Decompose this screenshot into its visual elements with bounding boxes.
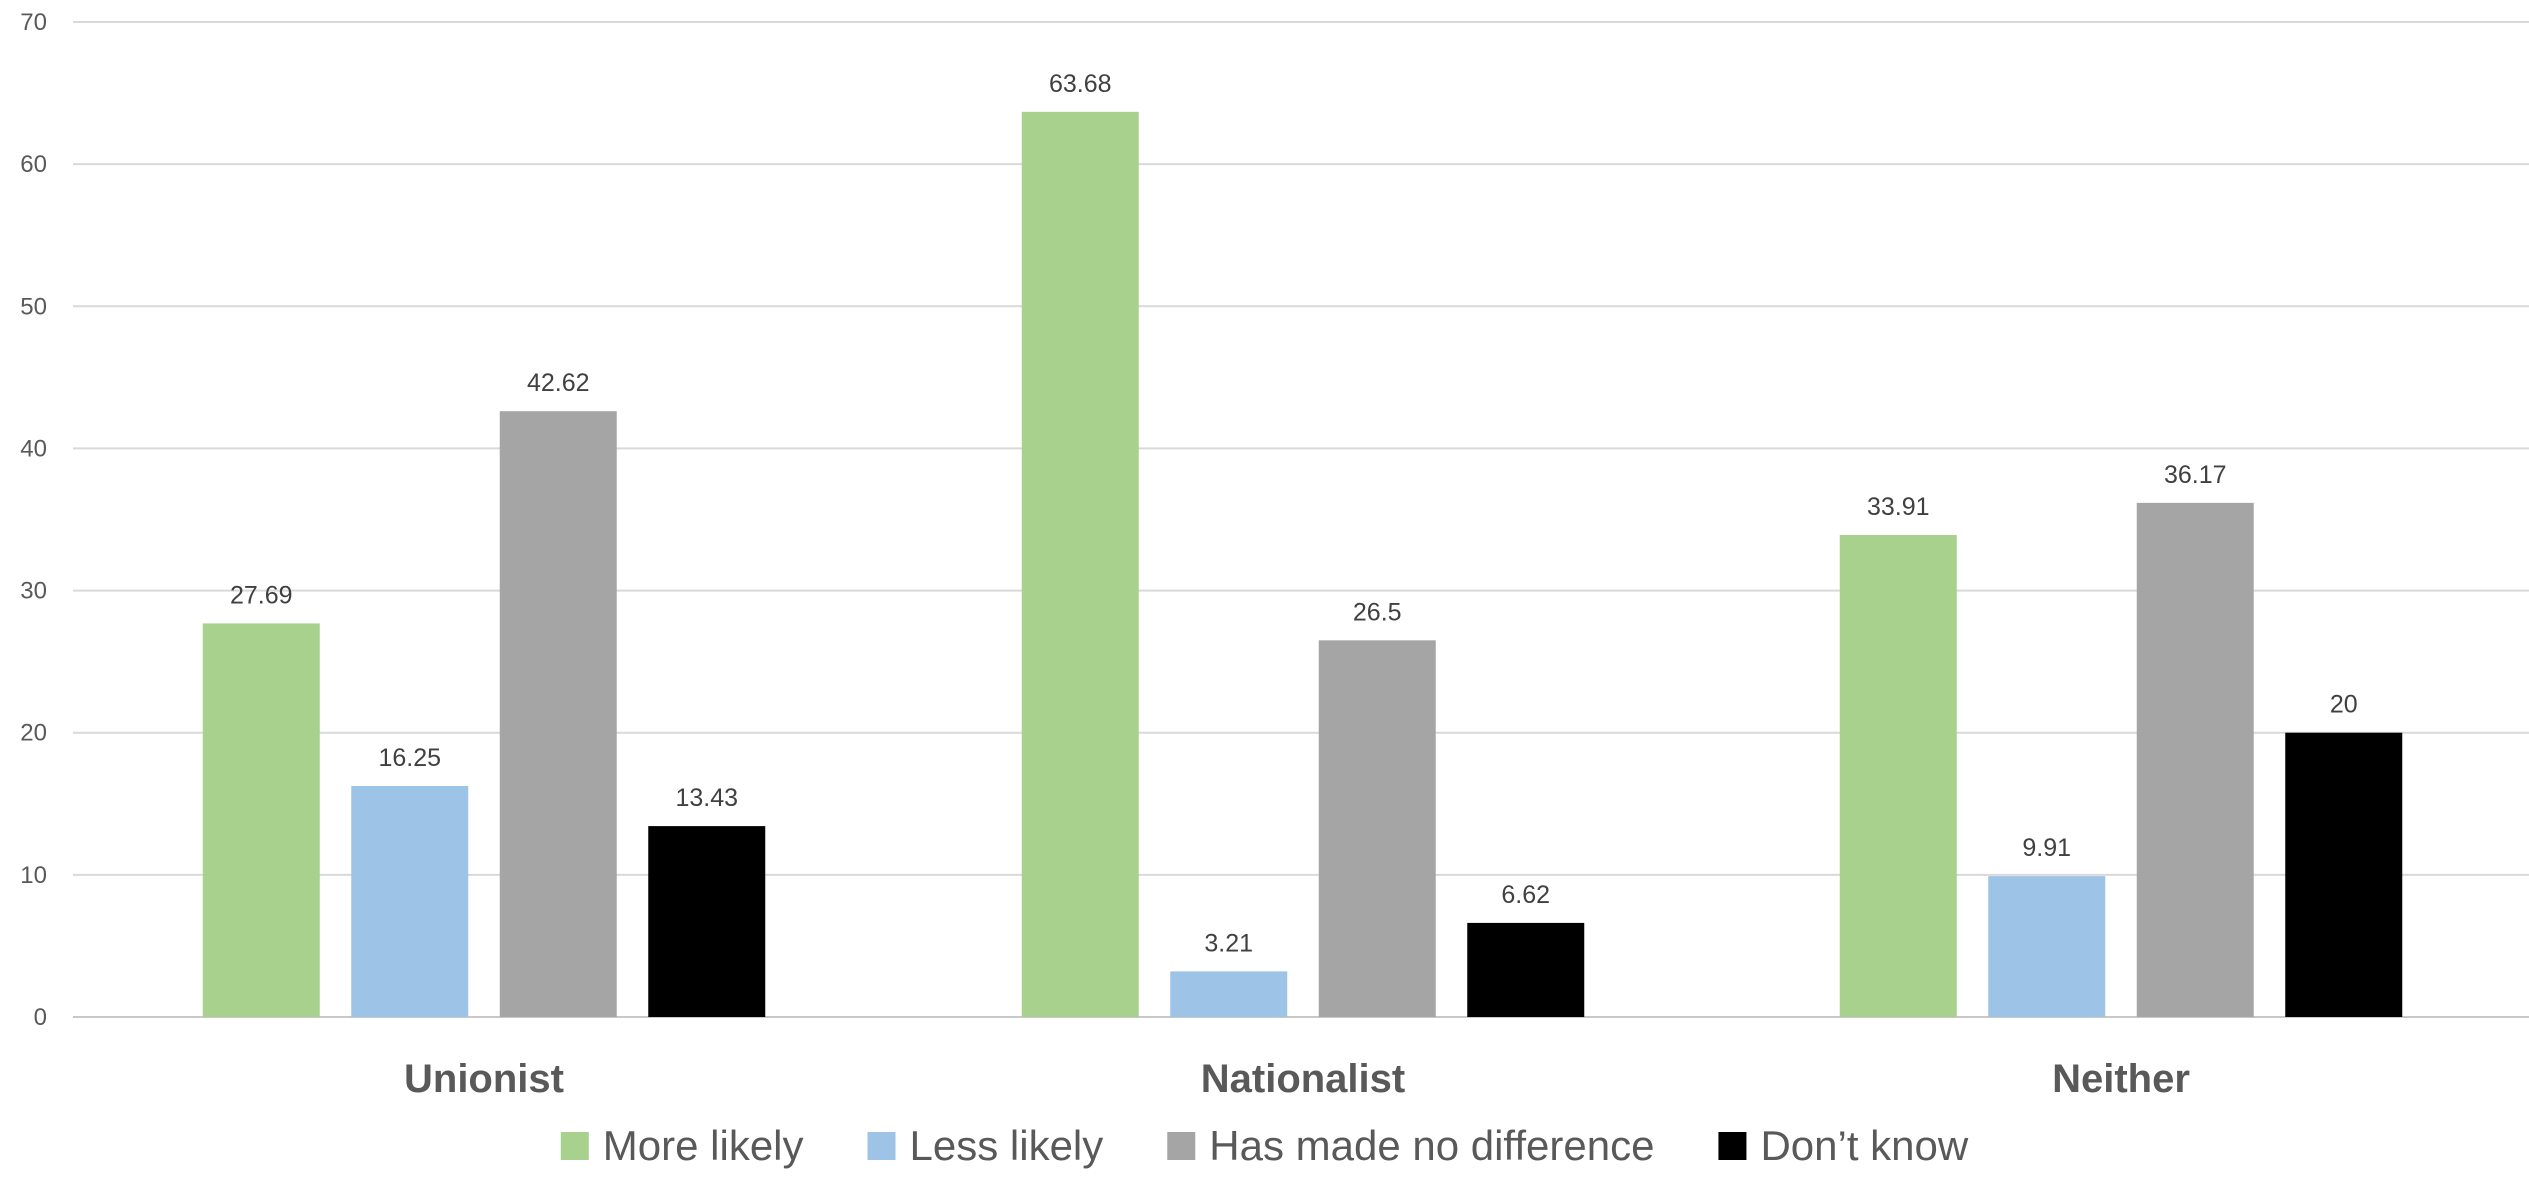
data-labels: 27.69 16.25 42.62 13.43 63.68 3.21 26.5 6.62 33.… xyxy=(230,70,2358,958)
legend-swatch xyxy=(560,1132,589,1160)
bar-unionist-don-t-know xyxy=(648,826,766,1017)
bars xyxy=(202,111,2403,1018)
x-axis-categories: Unionist Nationalist Neither xyxy=(404,1057,2190,1101)
legend: More likely Less likely Has made no differ… xyxy=(560,1122,1969,1169)
legend-label: Has made no difference xyxy=(1209,1122,1654,1169)
data-label: 9.91 xyxy=(2022,834,2071,862)
data-label: 20 xyxy=(2330,691,2358,719)
legend-label: Less likely xyxy=(910,1122,1104,1169)
legend-item: Has made no difference xyxy=(1167,1122,1654,1169)
y-tick-label: 10 xyxy=(20,862,47,889)
y-tick-label: 0 xyxy=(34,1004,47,1031)
category-label-neither: Neither xyxy=(2052,1057,2190,1101)
data-label: 3.21 xyxy=(1204,929,1253,957)
bar-nationalist-has-made-no-difference xyxy=(1318,640,1436,1017)
bar-unionist-has-made-no-difference xyxy=(499,411,617,1017)
y-tick-label: 50 xyxy=(20,293,47,320)
data-label: 16.25 xyxy=(378,744,441,772)
legend-item: Don’t know xyxy=(1718,1122,1969,1169)
legend-swatch xyxy=(1718,1132,1747,1160)
y-tick-label: 40 xyxy=(20,435,47,462)
category-label-unionist: Unionist xyxy=(404,1057,564,1101)
y-axis-ticks: 0 10 20 30 40 50 60 70 xyxy=(20,9,47,1031)
bar-neither-more-likely xyxy=(1839,534,1957,1017)
legend-item: Less likely xyxy=(867,1122,1104,1169)
y-tick-label: 30 xyxy=(20,578,47,605)
y-tick-label: 70 xyxy=(20,9,47,36)
data-label: 33.91 xyxy=(1867,493,1930,521)
gridlines xyxy=(73,21,2529,1018)
bar-nationalist-don-t-know xyxy=(1467,922,1585,1017)
data-label: 26.5 xyxy=(1353,598,1402,626)
category-label-nationalist: Nationalist xyxy=(1201,1057,1405,1101)
legend-label: More likely xyxy=(603,1122,804,1169)
y-tick-label: 20 xyxy=(20,720,47,747)
data-label: 6.62 xyxy=(1501,881,1550,909)
data-label: 27.69 xyxy=(230,581,293,609)
data-label: 63.68 xyxy=(1049,70,1112,98)
bar-unionist-more-likely xyxy=(202,623,320,1017)
y-tick-label: 60 xyxy=(20,151,47,178)
legend-label: Don’t know xyxy=(1760,1122,1968,1169)
legend-item: More likely xyxy=(560,1122,804,1169)
data-label: 42.62 xyxy=(527,369,590,397)
bar-nationalist-less-likely xyxy=(1170,971,1288,1017)
bar-neither-don-t-know xyxy=(2285,732,2403,1017)
bar-nationalist-more-likely xyxy=(1021,111,1139,1017)
bar-unionist-less-likely xyxy=(351,786,469,1017)
bar-neither-has-made-no-difference xyxy=(2136,502,2254,1018)
legend-swatch xyxy=(1167,1132,1196,1160)
bar-neither-less-likely xyxy=(1988,876,2106,1017)
legend-swatch xyxy=(867,1132,896,1160)
data-label: 13.43 xyxy=(675,784,738,812)
data-label: 36.17 xyxy=(2164,461,2227,489)
